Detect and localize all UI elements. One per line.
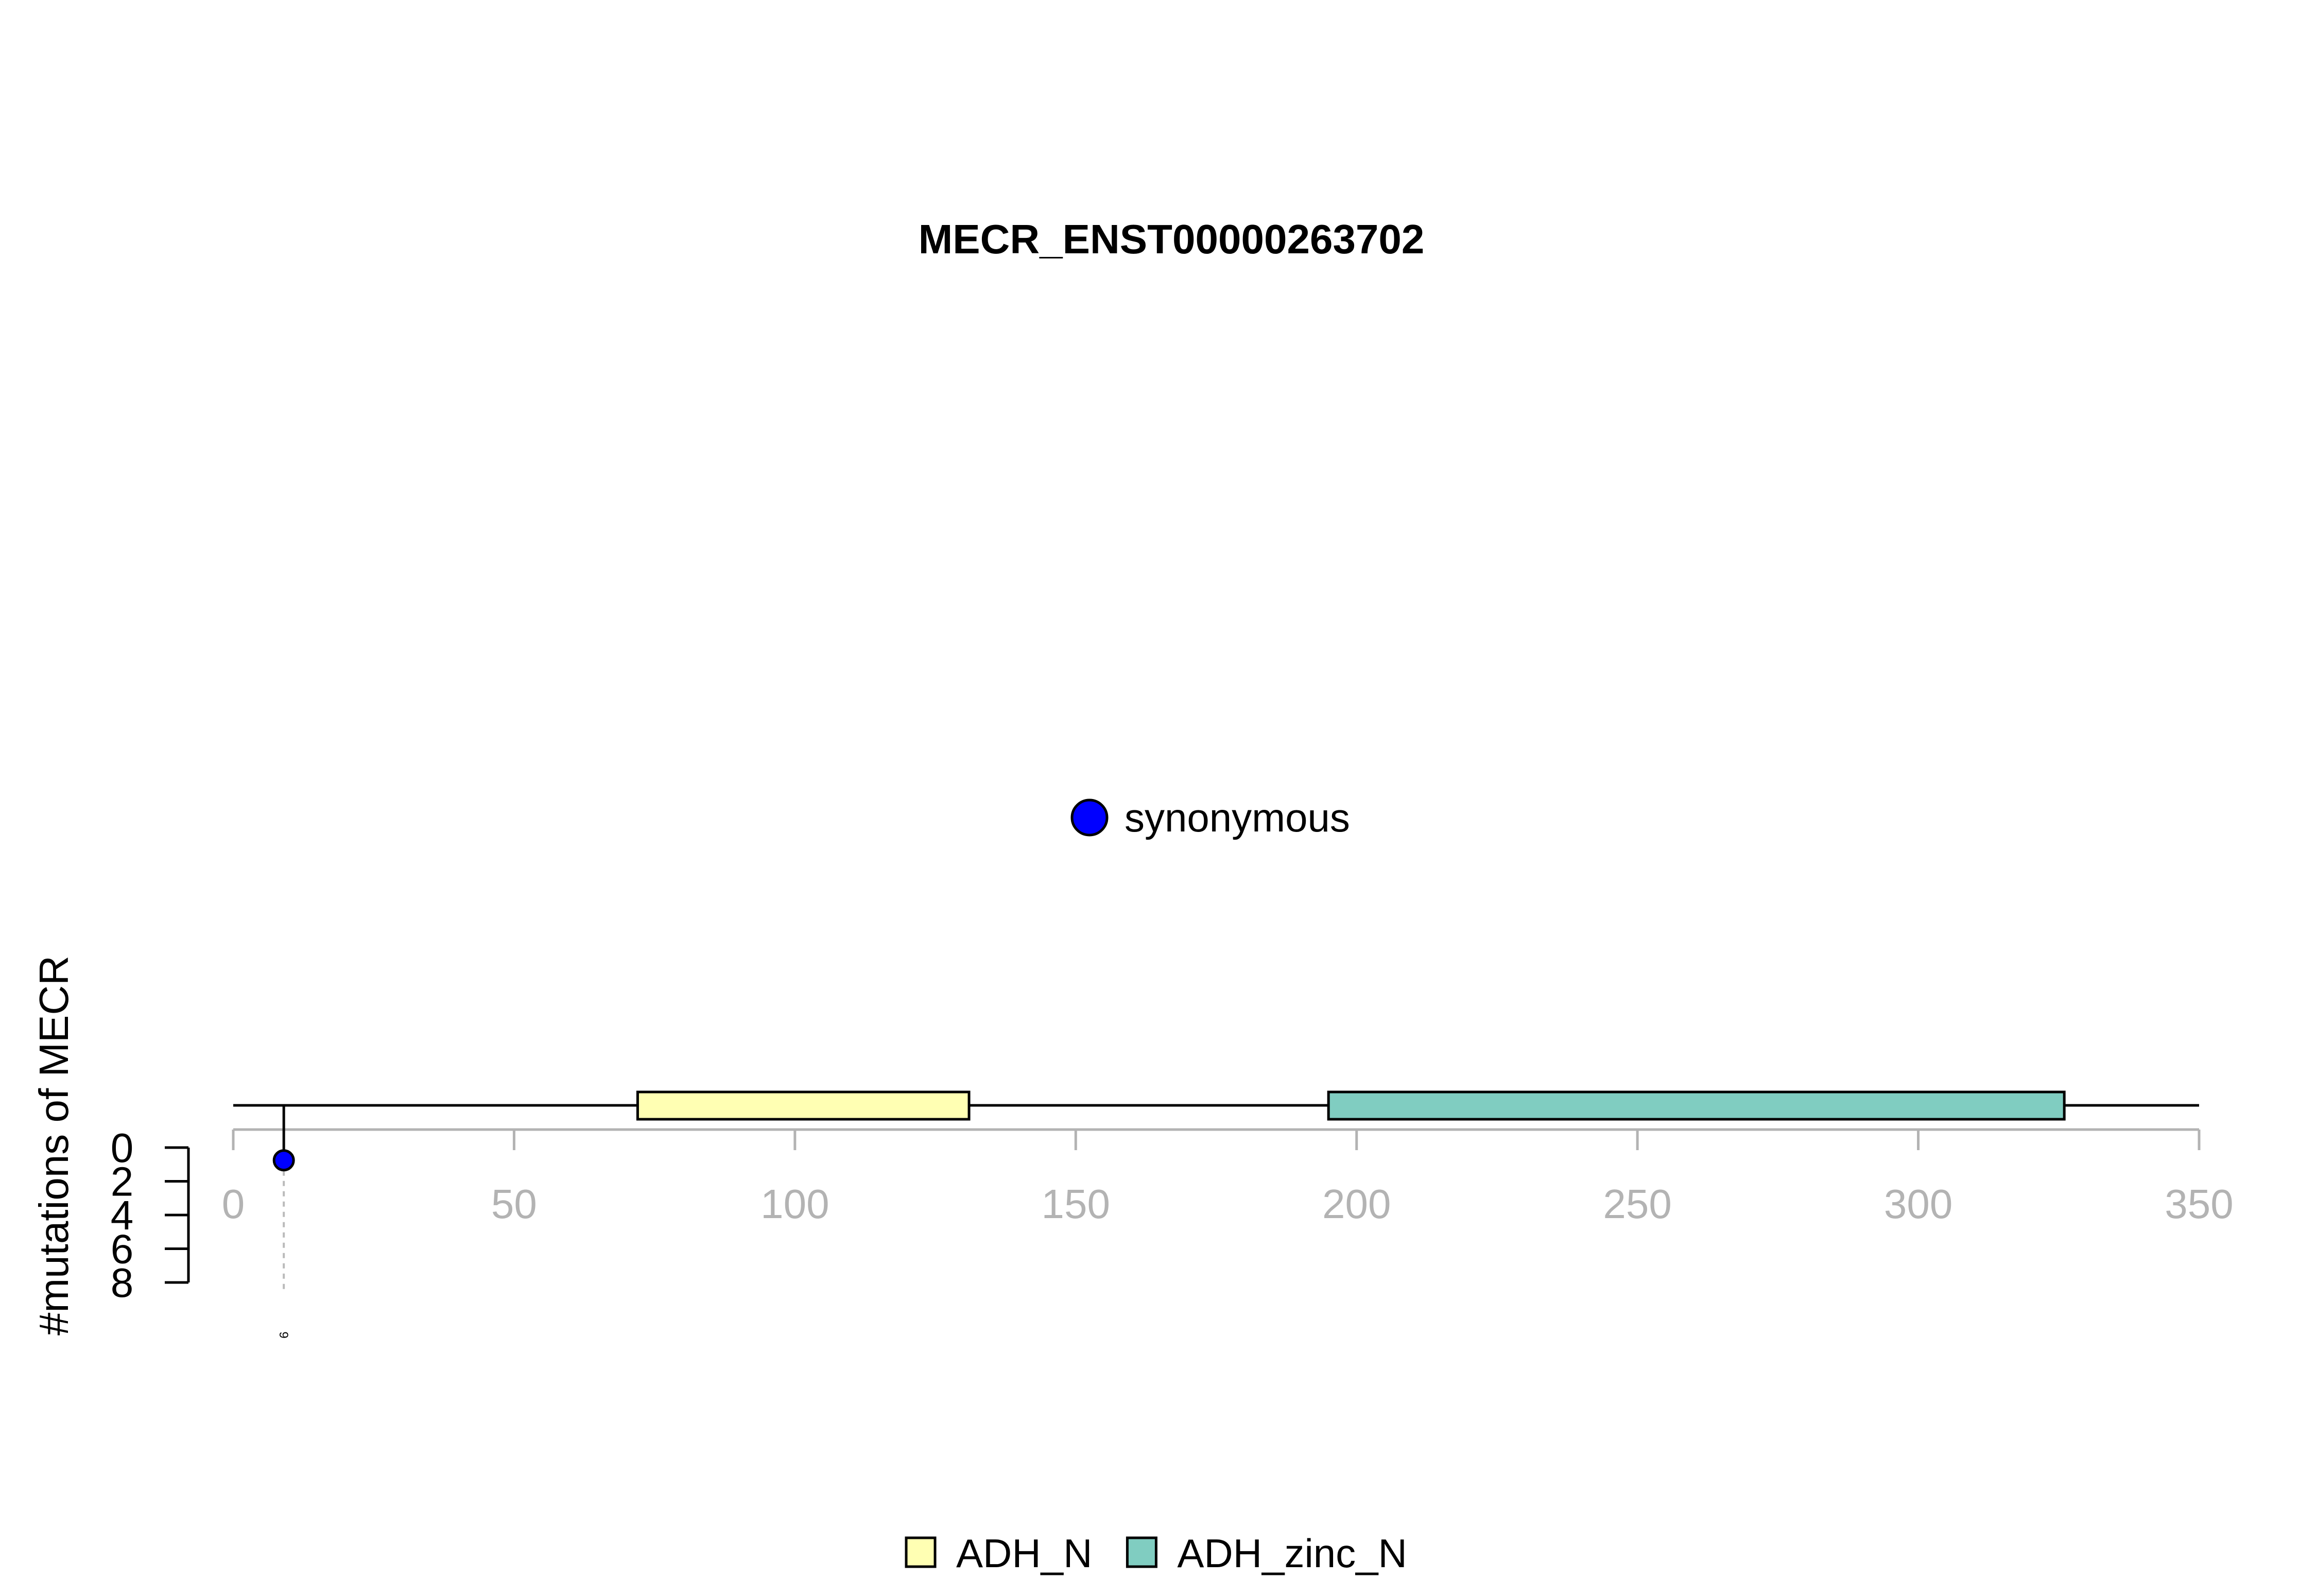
mutation-point (272, 1149, 295, 1172)
domain-adh-n (636, 1090, 971, 1121)
domain-adh-zinc-n (1327, 1090, 2066, 1121)
x-axis: 0 50 100 150 200 250 300 350 (222, 1128, 2234, 1227)
mutation-legend: synonymous (1070, 795, 1350, 840)
legend-label-adh-zinc-n: ADH_zinc_N (1177, 1531, 1407, 1576)
domain-legend: ADH_N ADH_zinc_N (905, 1531, 1407, 1576)
x-tick-label: 150 (1042, 1181, 1110, 1227)
y-tick-label: 4 (111, 1192, 134, 1238)
y-tick-label: 8 (111, 1260, 134, 1306)
y-tick-label: 2 (111, 1159, 134, 1205)
legend-swatch-adh-n (905, 1536, 937, 1568)
y-tick-label: 0 (111, 1125, 134, 1171)
y-tick-label: 6 (111, 1226, 134, 1272)
y-axis-label: #mutations of MECR (31, 956, 77, 1335)
x-tick-label: 350 (2165, 1181, 2233, 1227)
x-tick-label: 200 (1322, 1181, 1391, 1227)
legend-swatch-adh-zinc-n (1126, 1536, 1157, 1568)
mutation-position-label: 9 (276, 1331, 290, 1338)
legend-label-adh-n: ADH_N (956, 1531, 1092, 1576)
x-tick-label: 300 (1884, 1181, 1952, 1227)
mutation-lollipops: 9 (272, 1105, 295, 1339)
chart-title: MECR_ENST00000263702 (919, 216, 1425, 262)
x-tick-label: 0 (222, 1181, 245, 1227)
x-tick-label: 100 (760, 1181, 829, 1227)
domain-boxes (636, 1090, 2066, 1121)
legend-label-synonymous: synonymous (1125, 795, 1350, 840)
x-tick-label: 250 (1603, 1181, 1671, 1227)
legend-marker-synonymous (1070, 799, 1109, 837)
x-tick-label: 50 (491, 1181, 537, 1227)
